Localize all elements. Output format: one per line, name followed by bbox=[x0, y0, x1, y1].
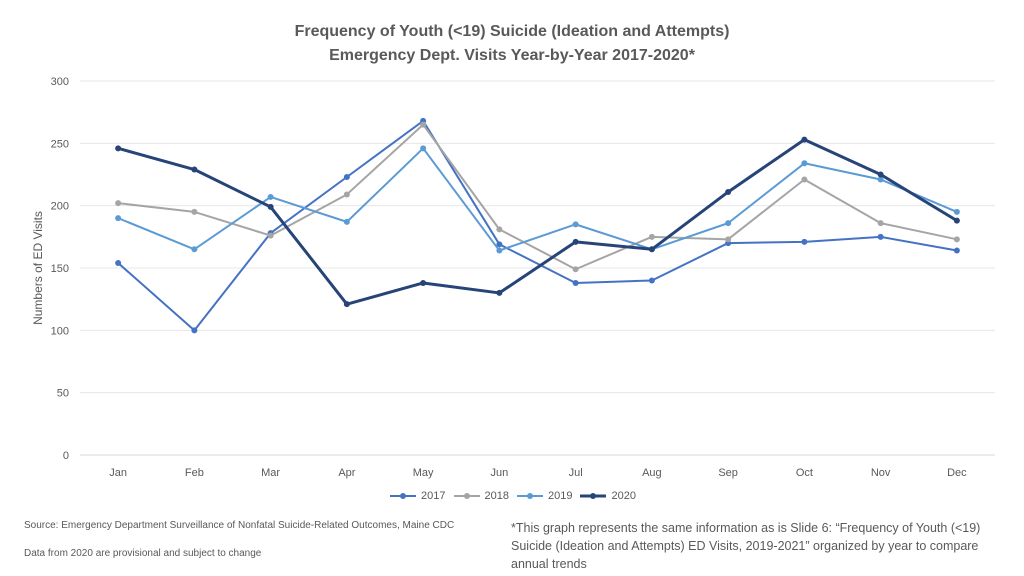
data-point bbox=[267, 232, 274, 239]
legend-label: 2019 bbox=[548, 490, 573, 502]
data-point bbox=[267, 203, 274, 210]
data-point bbox=[877, 220, 884, 227]
data-point bbox=[877, 176, 884, 183]
data-point bbox=[725, 188, 732, 195]
data-point bbox=[343, 218, 350, 225]
provisional-note: Data from 2020 are provisional and subje… bbox=[24, 548, 262, 559]
chart-title: Frequency of Youth (<19) Suicide (Ideati… bbox=[294, 23, 730, 40]
data-point bbox=[496, 226, 503, 233]
data-point bbox=[572, 279, 579, 286]
x-tick-label: Jan bbox=[109, 467, 127, 479]
data-point bbox=[343, 173, 350, 180]
legend-label: 2017 bbox=[421, 490, 446, 502]
data-point bbox=[191, 208, 198, 215]
legend-label: 2018 bbox=[484, 490, 509, 502]
data-point bbox=[420, 279, 427, 286]
data-point bbox=[115, 145, 122, 152]
x-tick-label: Oct bbox=[796, 467, 813, 479]
comparison-note: *This graph represents the same informat… bbox=[511, 521, 981, 571]
y-tick-label: 300 bbox=[51, 76, 69, 88]
legend-item: 2018 bbox=[452, 489, 509, 503]
line-chart: 0 50 100 150 200 250 300 Jan Feb Mar Apr May Jun Jul… bbox=[31, 76, 995, 479]
legend-item: 2019 bbox=[515, 489, 572, 503]
data-point bbox=[725, 220, 732, 227]
data-point bbox=[496, 247, 503, 254]
legend-label: 2020 bbox=[611, 490, 636, 502]
series-line bbox=[117, 147, 958, 252]
x-tick-label: Feb bbox=[185, 467, 204, 479]
y-axis-label: Numbers of ED Visits bbox=[31, 211, 45, 325]
data-point bbox=[115, 215, 122, 222]
data-point bbox=[877, 171, 884, 178]
data-point bbox=[115, 260, 122, 267]
data-point bbox=[648, 233, 655, 240]
series-line bbox=[116, 138, 959, 306]
source-note: Source: Emergency Department Surveillanc… bbox=[24, 520, 455, 531]
x-tick-label: Dec bbox=[947, 467, 967, 479]
chart-legend: 2017 2018 2019 2020 bbox=[0, 489, 1024, 503]
data-point bbox=[572, 266, 579, 273]
legend-swatch bbox=[453, 493, 480, 499]
data-point bbox=[420, 145, 427, 152]
data-point bbox=[953, 247, 960, 254]
x-tick-label: Apr bbox=[338, 467, 355, 479]
y-tick-label: 0 bbox=[63, 450, 69, 462]
data-point bbox=[725, 236, 732, 243]
x-tick-label: Jul bbox=[569, 467, 583, 479]
x-tick-label: Aug bbox=[642, 467, 662, 479]
data-point bbox=[115, 200, 122, 207]
data-point bbox=[572, 238, 579, 245]
data-point bbox=[801, 136, 808, 143]
x-tick-label: Jun bbox=[491, 467, 509, 479]
data-point bbox=[953, 208, 960, 215]
series-line bbox=[117, 119, 958, 332]
series-line bbox=[117, 123, 958, 271]
data-point bbox=[801, 160, 808, 167]
data-point bbox=[343, 191, 350, 198]
y-tick-label: 250 bbox=[51, 138, 69, 150]
data-point bbox=[267, 193, 274, 200]
series-2019 bbox=[115, 145, 960, 254]
data-point bbox=[801, 176, 808, 183]
data-point bbox=[343, 301, 350, 308]
y-tick-label: 50 bbox=[57, 388, 69, 400]
legend-swatch bbox=[390, 493, 417, 499]
x-tick-label: Sep bbox=[718, 467, 738, 479]
series-2018 bbox=[115, 121, 960, 273]
series-2020 bbox=[115, 136, 960, 308]
x-tick-label: May bbox=[413, 467, 434, 479]
x-tick-label: Mar bbox=[261, 467, 280, 479]
data-point bbox=[953, 217, 960, 224]
legend-item: 2017 bbox=[388, 489, 446, 503]
y-tick-label: 100 bbox=[51, 325, 69, 337]
data-point bbox=[572, 221, 579, 228]
data-point bbox=[648, 246, 655, 253]
data-point bbox=[191, 327, 198, 334]
data-point bbox=[191, 166, 198, 173]
chart-subtitle: Emergency Dept. Visits Year-by-Year 2017… bbox=[329, 47, 695, 64]
data-point bbox=[420, 121, 427, 128]
data-point bbox=[877, 233, 884, 240]
data-point bbox=[496, 289, 503, 296]
data-point bbox=[953, 236, 960, 243]
y-tick-label: 150 bbox=[51, 263, 69, 275]
data-point bbox=[496, 241, 503, 248]
data-point bbox=[191, 246, 198, 253]
series-2017 bbox=[115, 117, 960, 334]
legend-swatch bbox=[517, 493, 543, 499]
y-tick-label: 200 bbox=[51, 201, 69, 213]
data-point bbox=[801, 238, 808, 245]
data-point bbox=[648, 277, 655, 284]
legend-item: 2020 bbox=[578, 489, 636, 503]
legend-swatch bbox=[580, 493, 607, 499]
x-tick-label: Nov bbox=[871, 467, 891, 479]
